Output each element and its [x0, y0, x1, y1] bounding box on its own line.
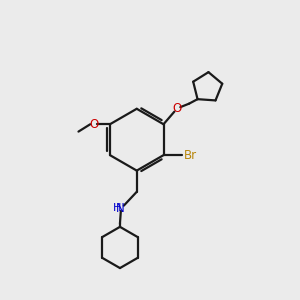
Text: N: N [116, 202, 125, 214]
Text: O: O [89, 118, 98, 131]
Text: O: O [172, 102, 182, 116]
Text: Br: Br [184, 149, 197, 162]
Text: H: H [113, 203, 122, 213]
